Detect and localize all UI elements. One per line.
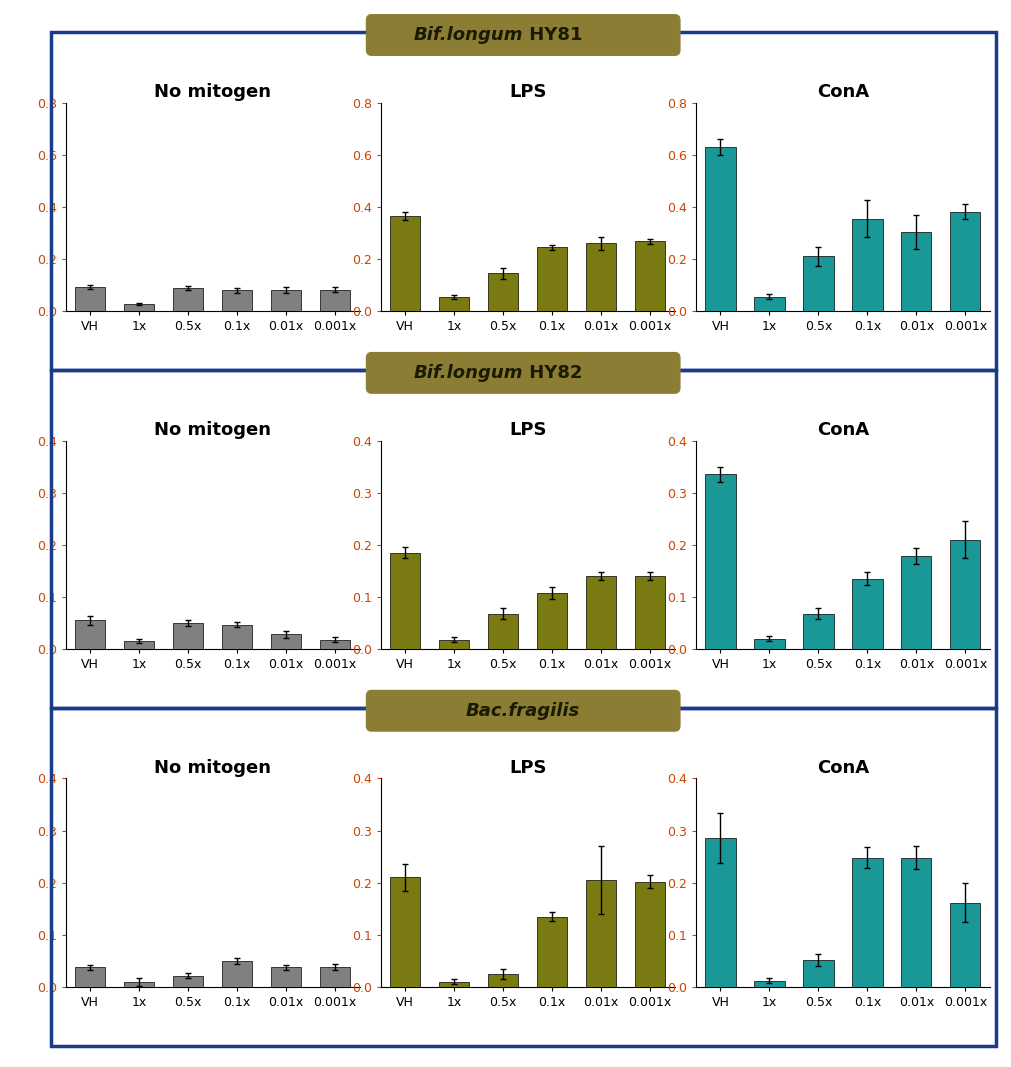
Bar [173,975,203,987]
Bar [319,290,350,312]
Title: ConA: ConA [817,421,868,439]
Bar [439,640,469,649]
Bar [124,641,155,649]
Bar [754,297,785,312]
Bar [803,256,833,312]
Bar [950,211,981,312]
Bar [635,241,665,312]
Text: HY81: HY81 [524,26,582,44]
Bar [803,960,833,987]
Text: Bif.longum: Bif.longum [413,364,524,382]
Bar [852,858,883,987]
Bar [439,298,469,312]
Title: ConA: ConA [817,759,868,777]
Bar [706,475,736,649]
Title: ConA: ConA [817,83,868,101]
Bar [222,290,253,312]
Bar [488,273,519,312]
Bar [706,839,736,987]
Bar [222,961,253,987]
Title: No mitogen: No mitogen [154,83,271,101]
Text: Bac.fragilis: Bac.fragilis [466,702,580,720]
Title: LPS: LPS [509,421,547,439]
Title: LPS: LPS [509,759,547,777]
Bar [488,614,519,649]
Bar [586,243,617,312]
Bar [852,578,883,649]
Bar [901,858,931,987]
Bar [75,967,105,987]
Bar [390,216,421,312]
Bar [124,982,155,987]
Bar [950,540,981,649]
Bar [901,556,931,649]
Bar [390,877,421,987]
Bar [950,903,981,987]
Bar [271,290,301,312]
Title: No mitogen: No mitogen [154,759,271,777]
Bar [271,967,301,987]
Text: Bif.longum: Bif.longum [413,26,524,44]
Title: No mitogen: No mitogen [154,421,271,439]
Bar [706,147,736,312]
Bar [173,623,203,649]
Bar [222,624,253,649]
Bar [75,620,105,649]
Bar [754,981,785,987]
Bar [586,880,617,987]
Bar [390,553,421,649]
Bar [586,576,617,649]
Bar [75,287,105,312]
Bar [754,639,785,649]
Bar [852,219,883,312]
Bar [635,881,665,987]
Bar [271,635,301,649]
Bar [537,248,567,312]
Bar [124,304,155,312]
Bar [488,974,519,987]
Bar [439,982,469,987]
Bar [635,576,665,649]
Text: HY82: HY82 [524,364,582,382]
Bar [901,232,931,312]
Bar [537,593,567,649]
Bar [319,640,350,649]
Bar [803,614,833,649]
Title: LPS: LPS [509,83,547,101]
Bar [537,917,567,987]
Bar [173,288,203,312]
Bar [319,967,350,987]
